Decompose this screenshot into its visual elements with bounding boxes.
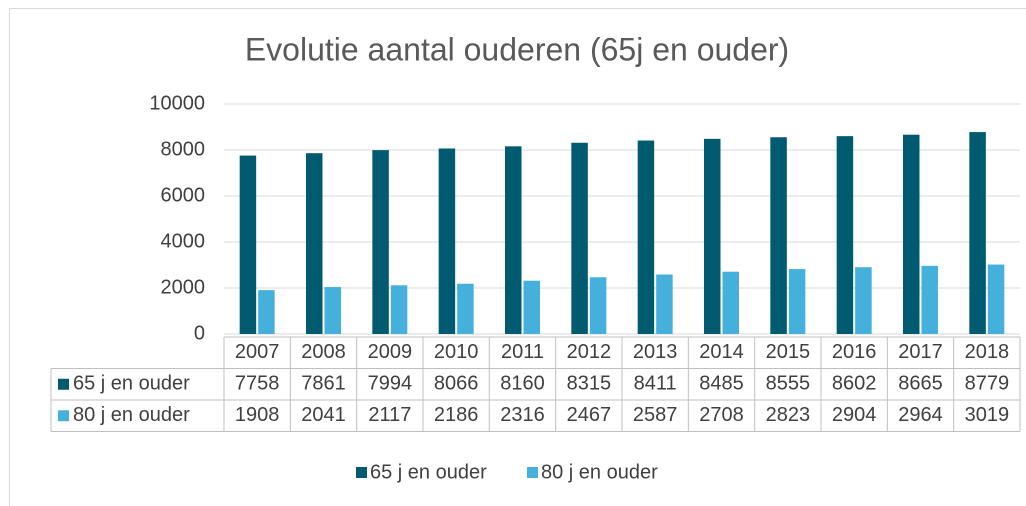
y-tick-label: 8000	[161, 138, 206, 160]
bar	[770, 137, 787, 334]
bar	[637, 140, 655, 334]
bar	[969, 132, 986, 334]
y-tick-label: 0	[194, 322, 205, 344]
table-value: 8485	[699, 373, 744, 395]
table-value: 8411	[634, 373, 677, 395]
x-tick-label: 2014	[699, 341, 744, 363]
bar	[987, 264, 1005, 334]
table-legend-key	[58, 410, 69, 422]
bar	[704, 138, 721, 334]
y-tick-label: 4000	[161, 230, 206, 252]
x-tick-label: 2009	[368, 341, 413, 363]
x-tick-label: 2018	[965, 341, 1010, 363]
table-value: 2587	[633, 404, 678, 426]
table-legend-key	[58, 378, 69, 390]
table-value: 8779	[965, 373, 1010, 395]
table-value: 1908	[235, 404, 280, 426]
table-value: 2117	[368, 404, 411, 426]
x-tick-label: 2010	[434, 341, 479, 363]
x-tick-label: 2008	[301, 341, 346, 363]
y-tick-label: 6000	[161, 184, 206, 206]
legend-label: 65 j en ouder	[370, 461, 487, 483]
x-tick-label: 2013	[633, 341, 678, 363]
table-value: 2904	[832, 404, 877, 426]
table-value: 8066	[434, 373, 479, 395]
bar	[589, 277, 607, 334]
table-value: 2467	[567, 404, 612, 426]
y-tick-label: 2000	[161, 276, 206, 298]
bar	[438, 148, 456, 334]
bar	[836, 136, 854, 334]
bar	[258, 290, 275, 334]
table-value: 7758	[235, 373, 280, 395]
bar	[505, 146, 522, 334]
bar	[239, 155, 257, 334]
bar	[523, 280, 540, 334]
x-tick-label: 2017	[898, 341, 943, 363]
legend-key	[356, 467, 367, 478]
bar	[390, 285, 408, 334]
table-value: 2186	[434, 404, 479, 426]
bar	[903, 134, 920, 334]
table-value: 2316	[500, 404, 545, 426]
table-row-label: 80 j en ouder	[73, 404, 190, 426]
table-value: 7861	[301, 373, 346, 395]
bar	[722, 271, 739, 334]
bar	[306, 153, 323, 334]
x-tick-label: 2012	[567, 341, 612, 363]
x-tick-label: 2007	[235, 341, 280, 363]
bar	[457, 283, 474, 334]
legend-key	[527, 467, 538, 478]
bar	[656, 274, 673, 334]
bar	[855, 267, 872, 334]
bar	[921, 265, 938, 334]
table-value: 2041	[301, 404, 346, 426]
table-value: 2708	[699, 404, 744, 426]
table-value: 2823	[766, 404, 811, 426]
bar	[571, 142, 588, 334]
table-value: 3019	[965, 404, 1010, 426]
x-tick-label: 2016	[832, 341, 877, 363]
x-tick-label: 2011	[501, 341, 544, 363]
y-tick-label: 10000	[149, 92, 205, 114]
legend-label: 80 j en ouder	[541, 461, 658, 483]
table-value: 8665	[898, 373, 943, 395]
bar	[324, 287, 341, 334]
chart-title: Evolutie aantal ouderen (65j en ouder)	[245, 31, 789, 67]
table-value: 8555	[766, 373, 811, 395]
bar	[788, 269, 806, 334]
table-row-label: 65 j en ouder	[73, 373, 190, 395]
table-value: 8602	[832, 373, 877, 395]
table-value: 2964	[898, 404, 943, 426]
table-value: 7994	[368, 373, 413, 395]
bar	[372, 150, 389, 334]
table-value: 8160	[500, 373, 545, 395]
table-value: 8315	[567, 373, 612, 395]
x-tick-label: 2015	[766, 341, 811, 363]
